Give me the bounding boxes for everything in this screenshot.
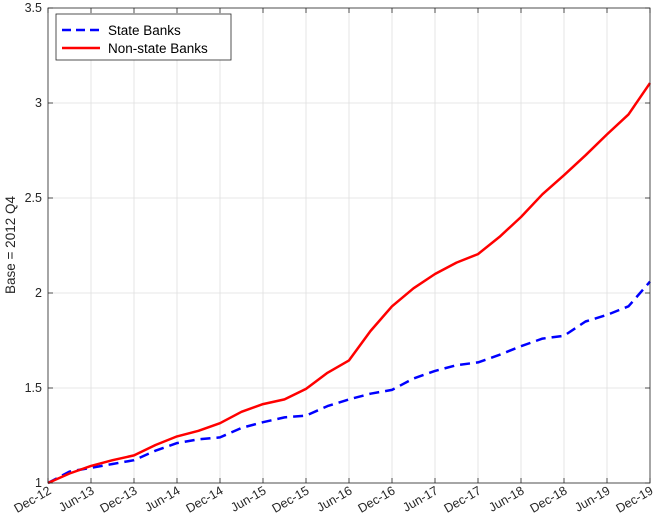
x-tick-label: Dec-12	[12, 483, 54, 515]
x-tick-label: Dec-15	[270, 483, 312, 515]
x-tick-label: Jun-13	[56, 483, 96, 514]
x-tick-label: Jun-18	[486, 483, 526, 514]
x-tick-label: Jun-16	[314, 483, 354, 514]
y-tick-label: 2.5	[25, 191, 42, 205]
series-line-state-banks	[47, 280, 651, 485]
x-tick-label: Dec-18	[528, 483, 570, 515]
series-layer	[47, 82, 652, 485]
grid-lines	[47, 7, 651, 484]
x-tick-label: Jun-17	[400, 483, 440, 514]
y-tick-label: 3	[35, 96, 42, 110]
y-tick-label: 1	[35, 476, 42, 490]
legend-label-non-state-banks: Non-state Banks	[108, 41, 208, 56]
x-tick-label: Jun-14	[142, 483, 182, 514]
legend-label-state-banks: State Banks	[108, 23, 181, 38]
y-axis-label: Base = 2012 Q4	[3, 196, 18, 294]
x-tick-label: Jun-19	[572, 483, 612, 514]
axis-ticks	[47, 7, 651, 484]
y-tick-label: 3.5	[25, 1, 42, 15]
x-tick-label: Dec-13	[98, 483, 140, 515]
x-tick-label: Dec-14	[184, 483, 226, 515]
x-tick-label: Dec-16	[356, 483, 398, 515]
y-tick-label: 1.5	[25, 381, 42, 395]
legend-box	[55, 13, 232, 61]
x-axis-tick-labels: Dec-12 Jun-13 Dec-13 Jun-14 Dec-14 Jun-15 Dec-…	[12, 483, 655, 515]
x-tick-label: Dec-19	[614, 483, 655, 515]
x-tick-label: Jun-15	[228, 483, 268, 514]
series-line-non-state-banks	[47, 82, 652, 485]
y-axis-tick-labels: 1 1.5 2 2.5 3 3.5	[25, 1, 42, 490]
legend: State Banks Non-state Banks	[55, 13, 232, 61]
y-tick-label: 2	[35, 286, 42, 300]
x-tick-label: Dec-17	[442, 483, 484, 515]
